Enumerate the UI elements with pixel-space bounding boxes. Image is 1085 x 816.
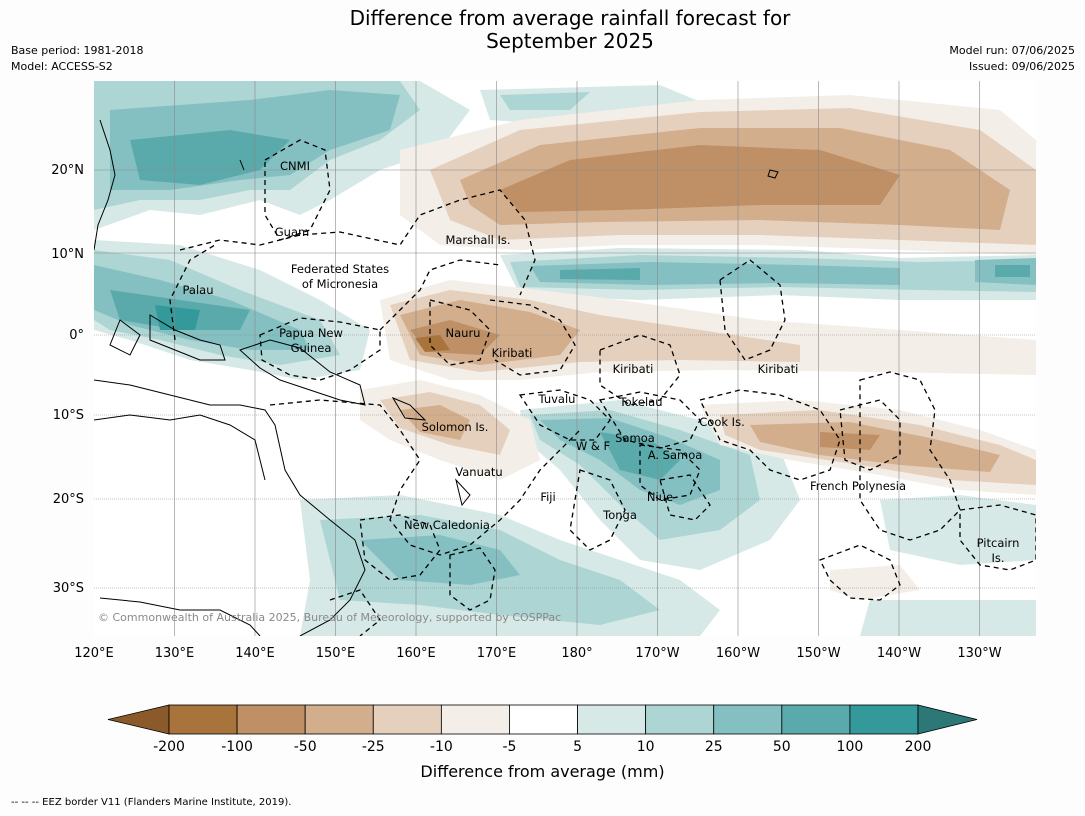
- region-label: French Polynesia: [810, 479, 906, 493]
- meta-right: Model run: 07/06/2025 Issued: 09/06/2025: [949, 43, 1075, 75]
- lon-label: 180°: [561, 646, 592, 661]
- map-area: © Commonwealth of Australia 2025, Bureau…: [94, 81, 1036, 636]
- region-label: Palau: [183, 283, 214, 297]
- model-run: Model run: 07/06/2025: [949, 44, 1075, 57]
- region-label: Pitcairn: [977, 536, 1020, 550]
- colorbar-tick-label: -5: [502, 739, 516, 755]
- lon-label: 170°E: [477, 646, 517, 661]
- region-label: Fiji: [540, 490, 555, 504]
- region-label: of Micronesia: [302, 277, 378, 291]
- coastlines: [94, 119, 779, 636]
- colorbar-segment: [849, 704, 919, 735]
- meta-left: Base period: 1981-2018 Model: ACCESS-S2: [11, 43, 143, 75]
- eez-legend-note: -- -- -- EEZ border V11 (Flanders Marine…: [11, 797, 292, 808]
- region-label: Tokelau: [619, 395, 663, 409]
- region-label: New Caledonia: [404, 518, 490, 532]
- chart-title: Difference from average rainfall forecas…: [270, 7, 870, 53]
- region-label: Guam: [275, 225, 309, 239]
- lon-label: 140°W: [877, 646, 921, 661]
- colorbar-segment: [713, 704, 783, 735]
- lon-label: 160°W: [716, 646, 760, 661]
- colorbar-label: Difference from average (mm): [420, 762, 665, 781]
- colorbar-tick-label: 25: [705, 739, 723, 755]
- region-label: Marshall Is.: [445, 233, 510, 247]
- colorbar-segment: [645, 704, 715, 735]
- colorbar-tick-label: -200: [153, 739, 185, 755]
- lon-label: 140°E: [235, 646, 275, 661]
- base-period: Base period: 1981-2018: [11, 44, 144, 57]
- lat-label: 10°S: [53, 408, 84, 423]
- region-label: Kiribati: [758, 362, 799, 376]
- lon-label: 170°W: [635, 646, 679, 661]
- lat-label: 30°S: [53, 581, 84, 596]
- colorbar-tick-label: 100: [837, 739, 864, 755]
- region-labels: CNMI Guam Marshall Is. Federated States …: [183, 159, 1020, 565]
- colorbar-segment: [168, 704, 238, 735]
- lon-label: 130°E: [155, 646, 195, 661]
- colorbar-segment: [372, 704, 442, 735]
- longitude-labels: 120°E 130°E 140°E 150°E 160°E 170°E 180°…: [74, 646, 1001, 661]
- lat-label: 20°N: [51, 163, 84, 178]
- region-label: Niue: [647, 490, 673, 504]
- eez-borders: [169, 139, 1036, 636]
- lon-label: 160°E: [396, 646, 436, 661]
- region-label: Vanuatu: [455, 465, 502, 479]
- lat-label: 20°S: [53, 492, 84, 507]
- colorbar-segment: [577, 704, 647, 735]
- colorbar-tick-label: 5: [573, 739, 582, 755]
- colorbar-segment: [440, 704, 510, 735]
- lon-label: 150°W: [796, 646, 840, 661]
- colorbar-extend-low: [107, 704, 170, 735]
- issued-date: Issued: 09/06/2025: [968, 60, 1075, 73]
- colorbar-tick-label: 10: [637, 739, 655, 755]
- region-label: Is.: [991, 551, 1004, 565]
- region-label: Cook Is.: [699, 415, 744, 429]
- colorbar-segment: [236, 704, 306, 735]
- lon-label: 130°W: [957, 646, 1001, 661]
- region-label: Tuvalu: [538, 392, 576, 406]
- region-label: Solomon Is.: [422, 420, 489, 434]
- region-label: Kiribati: [613, 362, 654, 376]
- region-label: Papua New: [279, 326, 343, 340]
- region-label: Federated States: [291, 262, 389, 276]
- lon-label: 150°E: [316, 646, 356, 661]
- title-line-2: September 2025: [486, 29, 654, 53]
- graticule: [94, 81, 1036, 636]
- colorbar-tick-label: -25: [362, 739, 385, 755]
- colorbar-tick-label: -100: [221, 739, 253, 755]
- region-label: Samoa: [615, 431, 655, 445]
- region-label: Nauru: [446, 326, 481, 340]
- region-label: CNMI: [280, 159, 310, 173]
- colorbar-segment: [509, 704, 578, 735]
- lat-label: 10°N: [51, 247, 84, 262]
- region-label: A. Samoa: [648, 448, 703, 462]
- dry-anomalies: [360, 95, 1036, 600]
- colorbar: -200 -100 -50 -25 -10 -5 5 10 25 50 100 200: [107, 704, 978, 755]
- colorbar-tick-label: -10: [430, 739, 453, 755]
- colorbar-segment: [781, 704, 851, 735]
- latitude-labels: 20°N 10°N 0° 10°S 20°S 30°S: [51, 163, 84, 596]
- region-label: Guinea: [291, 341, 332, 355]
- region-label: W & F: [576, 439, 610, 453]
- copyright-notice: © Commonwealth of Australia 2025, Bureau…: [98, 611, 561, 624]
- colorbar-tick-label: 50: [773, 739, 791, 755]
- lon-label: 120°E: [74, 646, 114, 661]
- region-label: Kiribati: [492, 346, 533, 360]
- region-label: Tonga: [602, 508, 637, 522]
- lat-label: 0°: [69, 328, 84, 343]
- colorbar-tick-label: -50: [294, 739, 317, 755]
- model-name: Model: ACCESS-S2: [11, 60, 113, 73]
- colorbar-segment: [304, 704, 374, 735]
- colorbar-extend-high: [917, 704, 978, 735]
- colorbar-tick-label: 200: [905, 739, 932, 755]
- title-line-1: Difference from average rainfall forecas…: [349, 6, 791, 30]
